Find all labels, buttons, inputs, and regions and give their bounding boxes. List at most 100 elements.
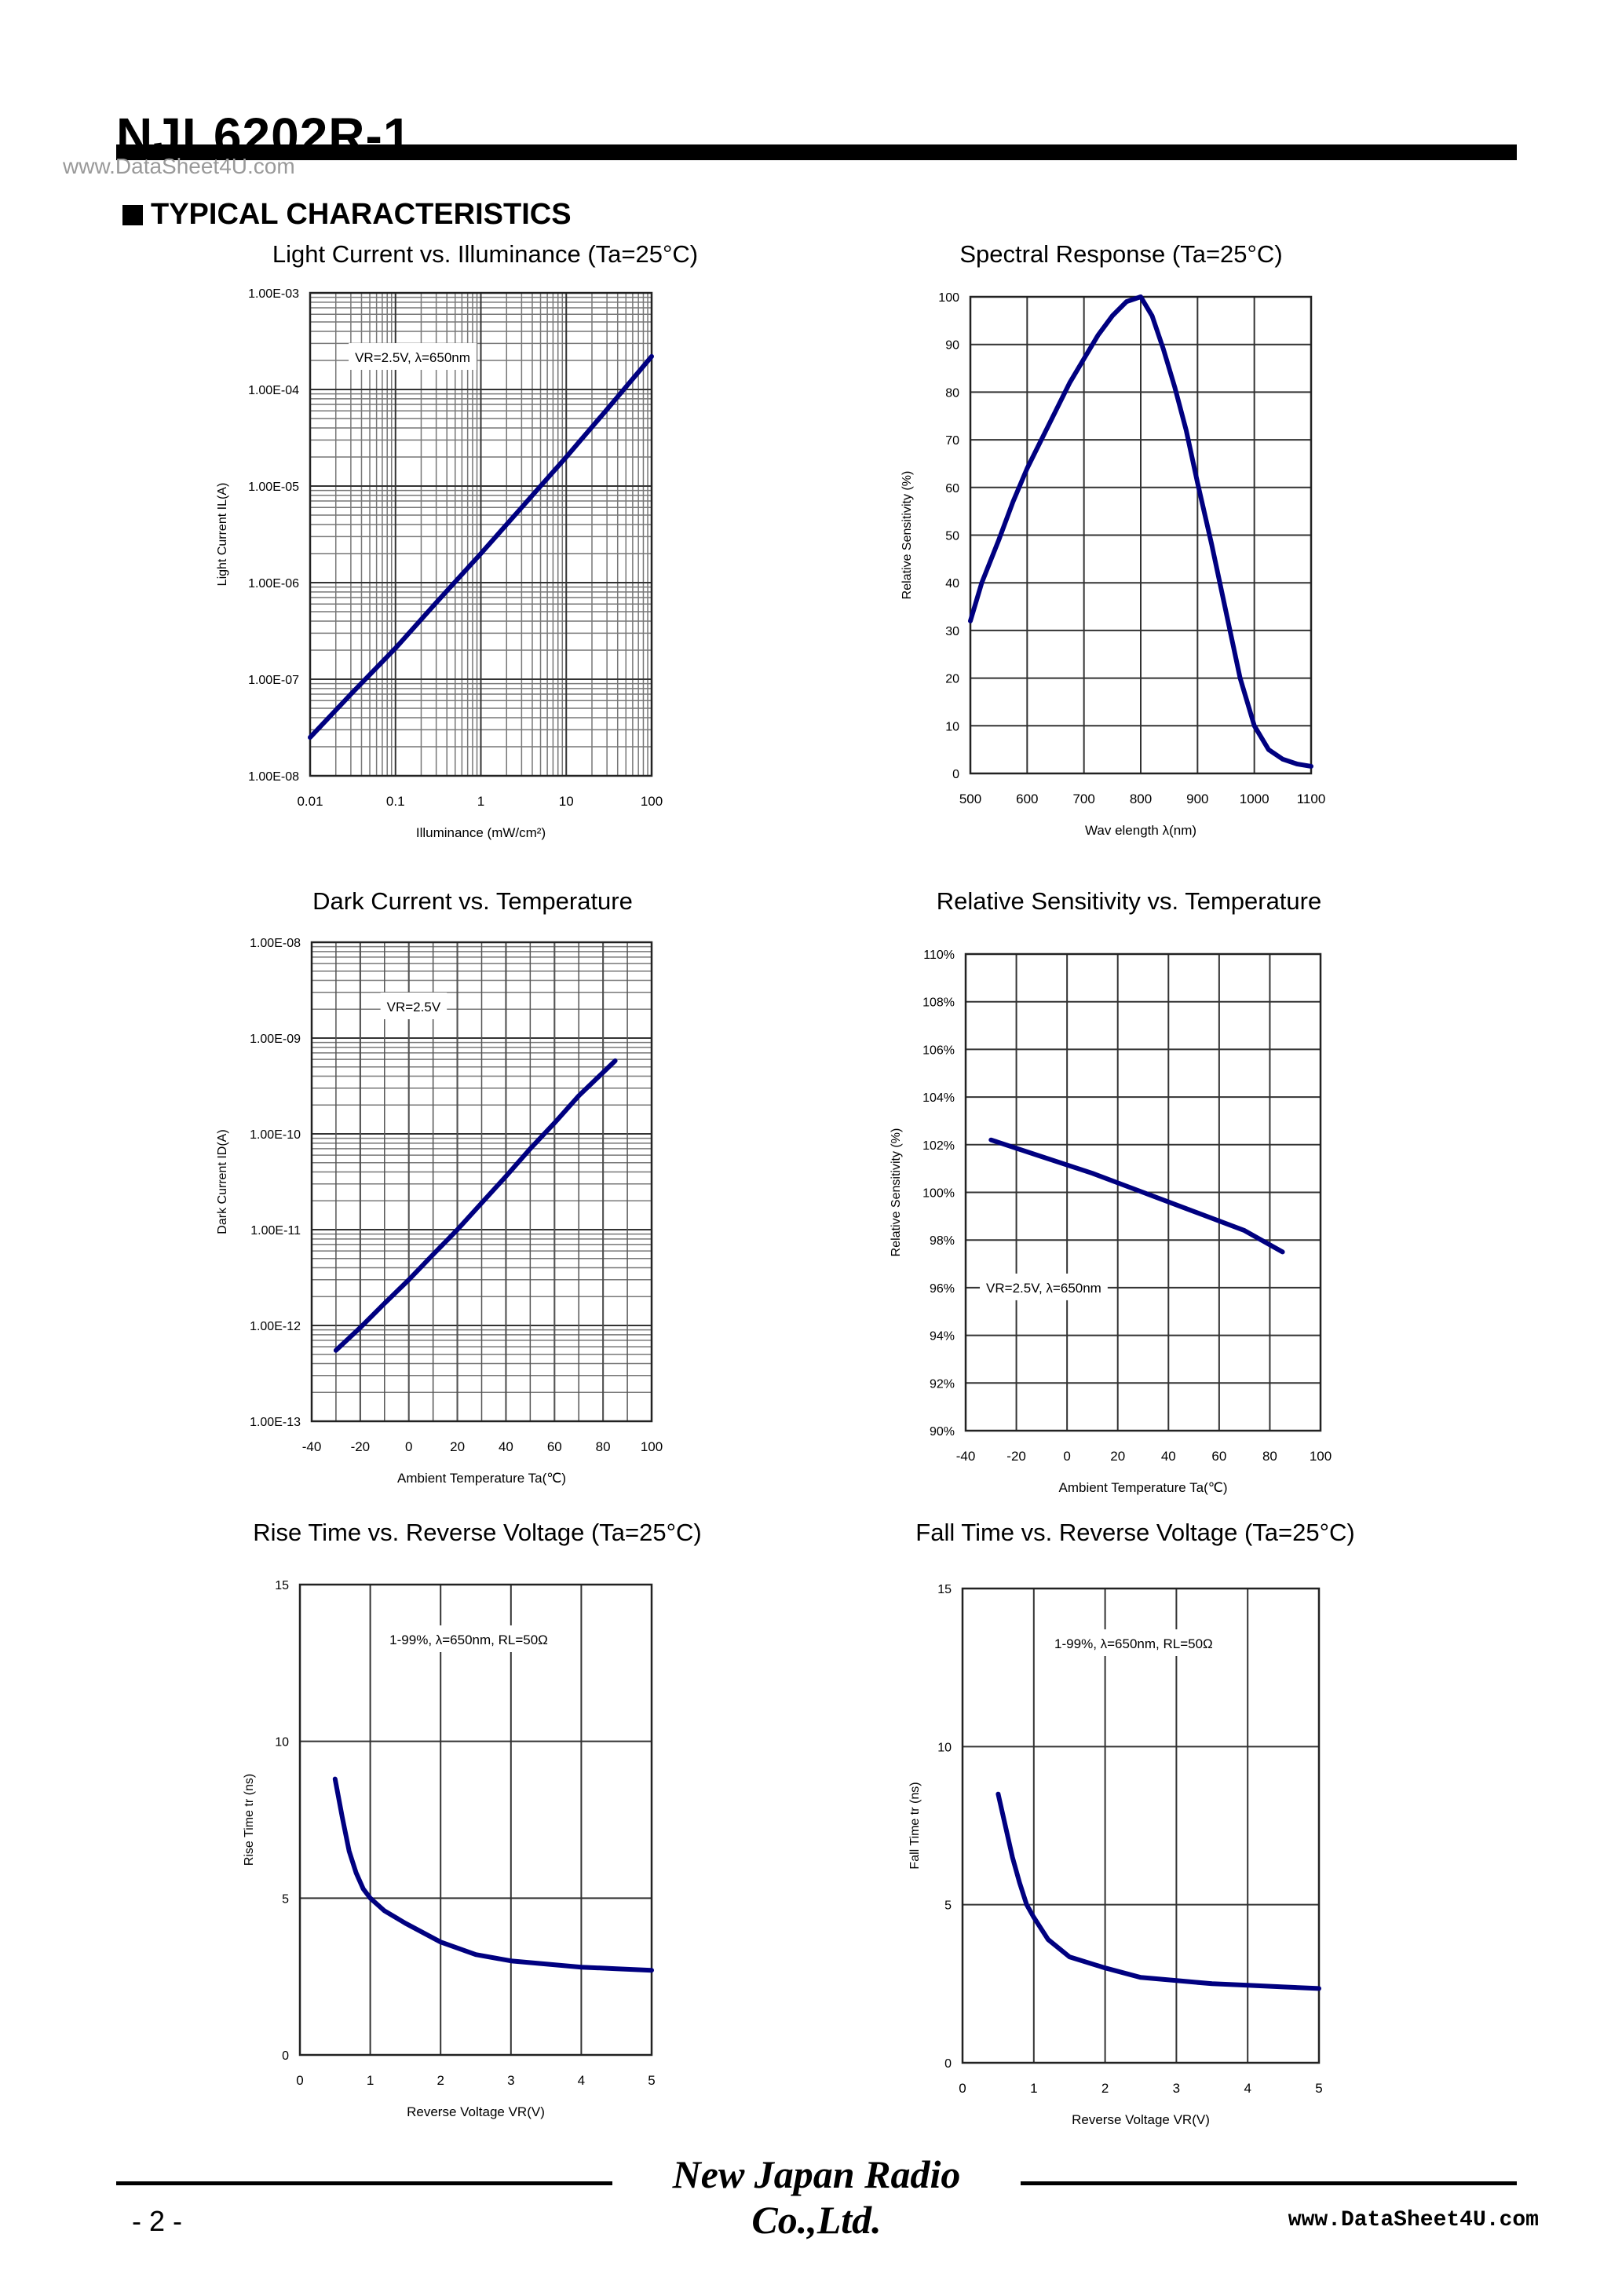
y-tick-label: 60: [945, 482, 959, 495]
y-tick-label: 100: [938, 291, 959, 305]
x-axis-label: Ambient Temperature Ta(℃): [397, 1471, 566, 1486]
y-tick-label: 110%: [923, 949, 955, 962]
plot-frame-relative-sensitivity: [964, 952, 1322, 1432]
y-tick-label: 1.00E-07: [248, 674, 299, 687]
company-logo: New Japan Radio Co.,Ltd.: [672, 2152, 961, 2242]
y-tick-label: 5: [944, 1899, 952, 1913]
x-tick-label: 10: [559, 794, 574, 809]
y-tick-label: 1.00E-10: [250, 1128, 301, 1142]
x-tick-label: 5: [648, 2073, 655, 2088]
watermark-top: www.DataSheet4U.com: [63, 154, 295, 178]
x-tick-label: 900: [1186, 792, 1208, 806]
y-tick-label: 30: [945, 625, 959, 638]
y-tick-label: 40: [945, 577, 959, 590]
x-tick-label: 40: [1161, 1449, 1176, 1464]
chart-title-fall-time: Fall Time vs. Reverse Voltage (Ta=25°C): [915, 1519, 1355, 1546]
x-tick-label: 20: [450, 1439, 465, 1454]
section-title: TYPICAL CHARACTERISTICS: [122, 198, 572, 232]
x-axis-label: Ambient Temperature Ta(℃): [1059, 1480, 1228, 1495]
y-axis-label: Light Current IL(A): [216, 483, 229, 587]
series-line-relative-sensitivity: [988, 1137, 1285, 1255]
x-tick-label: 600: [1016, 792, 1038, 806]
x-tick-label: 3: [1173, 2081, 1180, 2096]
y-tick-label: 1.00E-12: [250, 1320, 301, 1333]
series-line-dark-current: [333, 1058, 618, 1353]
x-tick-label: 0.01: [297, 794, 323, 809]
y-tick-label: 106%: [922, 1044, 955, 1057]
annotation-bg: [349, 343, 477, 370]
footer-rule-right: [1021, 2181, 1517, 2185]
x-tick-label: 40: [499, 1439, 513, 1454]
y-tick-label: 1.00E-11: [250, 1224, 301, 1238]
x-tick-label: 0: [296, 2073, 303, 2088]
y-tick-label: 94%: [930, 1330, 955, 1344]
y-tick-label: 102%: [922, 1139, 955, 1153]
y-tick-label: 96%: [930, 1282, 955, 1296]
y-tick-label: 1.00E-08: [248, 770, 299, 784]
x-tick-label: 100: [1310, 1449, 1332, 1464]
plot-frame-fall-time: [961, 1587, 1321, 2064]
plot-frame-dark-current: [310, 941, 653, 1423]
annotation-rise-time: 1-99%, λ=650nm, RL=50Ω: [389, 1632, 548, 1647]
y-tick-label: 15: [937, 1583, 952, 1596]
x-tick-label: 0: [405, 1439, 412, 1454]
x-tick-label: 2: [437, 2073, 444, 2088]
watermark-bottom: www.DataSheet4U.com: [1288, 2208, 1539, 2232]
y-tick-label: 1.00E-09: [250, 1033, 301, 1046]
x-tick-label: 1: [477, 794, 484, 809]
y-axis-label: Relative Sensitivity (%): [901, 471, 914, 600]
x-tick-label: 700: [1072, 792, 1094, 806]
plot-frame-rise-time: [298, 1583, 653, 2057]
x-tick-label: 60: [547, 1439, 562, 1454]
y-tick-label: 92%: [930, 1377, 955, 1391]
y-tick-label: 90: [945, 339, 959, 353]
x-tick-label: -20: [1006, 1449, 1026, 1464]
annotation-bg: [1048, 1629, 1219, 1656]
chart-title-rise-time: Rise Time vs. Reverse Voltage (Ta=25°C): [253, 1519, 702, 1546]
x-tick-label: -20: [351, 1439, 371, 1454]
section-title-text: TYPICAL CHARACTERISTICS: [151, 198, 572, 231]
x-axis-label: Reverse Voltage VR(V): [407, 2104, 545, 2119]
x-tick-label: 800: [1130, 792, 1152, 806]
x-tick-label: 20: [1110, 1449, 1125, 1464]
plot-frame-light-current: [309, 291, 653, 777]
y-tick-label: 10: [275, 1736, 289, 1749]
x-tick-label: 4: [1244, 2081, 1251, 2096]
grid-fall-time: [962, 1588, 1320, 2064]
y-tick-label: 10: [945, 720, 959, 733]
y-tick-label: 5: [282, 1892, 289, 1906]
y-tick-label: 70: [945, 434, 959, 448]
annotation-bg: [380, 993, 448, 1019]
chart-title-light-current: Light Current vs. Illuminance (Ta=25°C): [272, 240, 699, 268]
y-axis-label: Relative Sensitivity (%): [890, 1128, 903, 1257]
x-tick-label: -40: [302, 1439, 322, 1454]
y-axis-label: Rise Time tr (ns): [243, 1774, 256, 1866]
y-tick-label: 1.00E-13: [250, 1416, 301, 1429]
series-line-spectral-response: [968, 294, 1313, 769]
x-axis-label: Illuminance (mW/cm²): [416, 825, 546, 840]
header-rule: [116, 144, 1517, 160]
x-tick-label: 80: [1262, 1449, 1277, 1464]
y-tick-label: 100%: [922, 1187, 955, 1201]
chart-title-dark-current: Dark Current vs. Temperature: [312, 887, 633, 915]
y-tick-label: 50: [945, 530, 959, 543]
y-tick-label: 0: [282, 2049, 289, 2063]
x-tick-label: 1: [1030, 2081, 1037, 2096]
chart-title-spectral-response: Spectral Response (Ta=25°C): [959, 240, 1283, 268]
x-tick-label: 4: [578, 2073, 585, 2088]
x-tick-label: 80: [596, 1439, 611, 1454]
y-tick-label: 90%: [930, 1425, 955, 1439]
y-tick-label: 80: [945, 386, 959, 400]
x-tick-label: 1000: [1240, 792, 1269, 806]
y-axis-label: Dark Current ID(A): [216, 1129, 229, 1234]
x-tick-label: 2: [1101, 2081, 1109, 2096]
x-tick-label: 100: [641, 1439, 663, 1454]
annotation-dark-current: VR=2.5V: [387, 1000, 441, 1015]
y-tick-label: 1.00E-03: [248, 287, 299, 301]
footer-rule-left: [116, 2181, 612, 2185]
